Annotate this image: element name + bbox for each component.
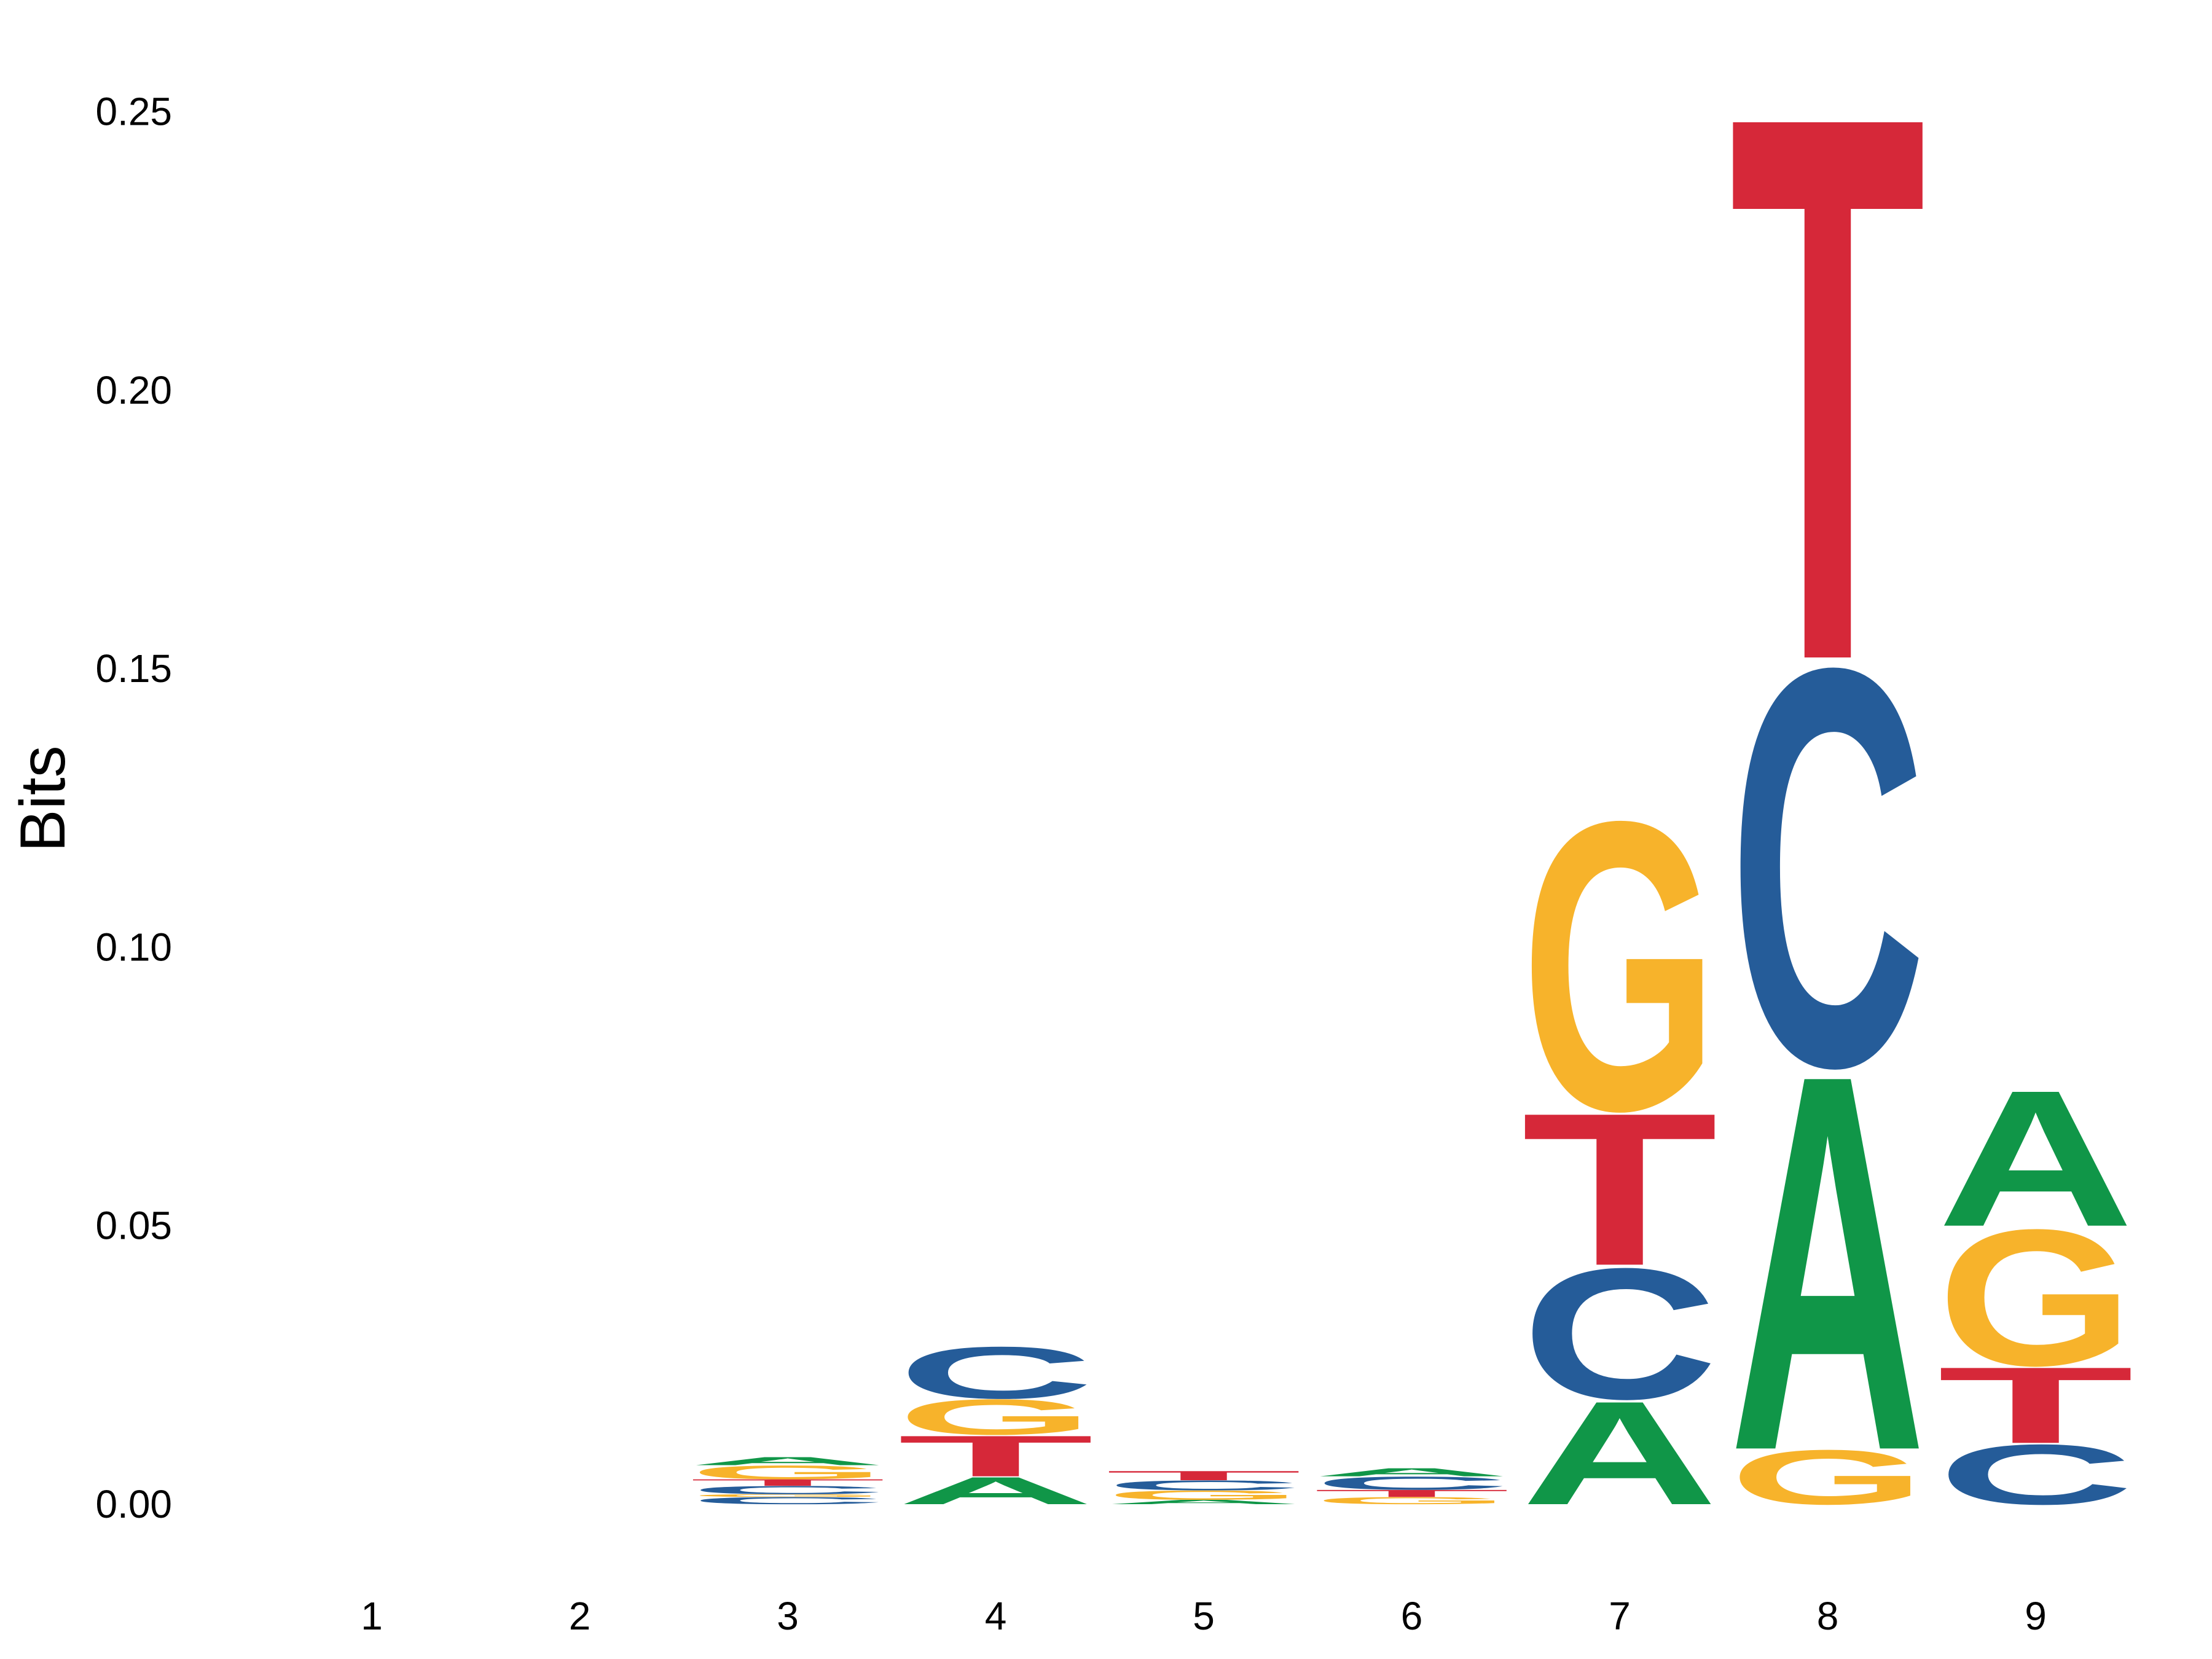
logo-glyph-A: A — [897, 1469, 1094, 1513]
x-tick-label: 9 — [2025, 1594, 2047, 1638]
y-tick-label: 0.10 — [95, 925, 172, 969]
logo-glyph-A: A — [1729, 963, 1926, 1563]
logo-glyph-T: T — [689, 1477, 886, 1488]
x-axis-ticks: 1 2 3 4 5 6 7 8 9 — [361, 1594, 2047, 1638]
logo-glyph-G: G — [1937, 1189, 2134, 1406]
logo-glyph-A: A — [1937, 1049, 2134, 1267]
x-tick-label: 5 — [1193, 1594, 1215, 1638]
logo-glyph-G: G — [898, 1389, 1094, 1445]
logo-glyph-G: G — [1105, 1488, 1302, 1502]
logo-glyph-C: C — [1937, 1427, 2134, 1523]
x-tick-label: 8 — [1817, 1594, 1839, 1638]
logo-glyph-G: G — [689, 1493, 886, 1497]
y-tick-label: 0.25 — [95, 90, 172, 134]
logo-glyph-G: G — [1730, 1434, 1926, 1521]
y-tick-label: 0.00 — [95, 1482, 172, 1526]
logo-glyph-G: G — [1521, 735, 1718, 1196]
logo-glyph-C: C — [1729, 550, 1926, 1185]
x-tick-label: 1 — [361, 1594, 383, 1638]
x-tick-label: 3 — [777, 1594, 799, 1638]
logo-glyph-T: T — [1521, 1067, 1718, 1311]
x-tick-label: 2 — [569, 1594, 591, 1638]
logo-glyph-C: C — [1105, 1478, 1302, 1493]
logo-glyph-A: A — [1521, 1370, 1718, 1535]
y-axis-title: Bits — [7, 745, 79, 852]
logo-glyph-C: C — [689, 1495, 886, 1506]
logo-glyph-A: A — [1105, 1499, 1302, 1505]
y-tick-label: 0.05 — [95, 1204, 172, 1248]
logo-glyph-A: A — [1313, 1466, 1510, 1479]
x-tick-label: 6 — [1401, 1594, 1423, 1638]
logo-glyph-G: G — [1314, 1495, 1510, 1506]
y-tick-label: 0.20 — [95, 368, 172, 412]
logo-glyph-A: A — [689, 1454, 886, 1467]
y-tick-label: 0.15 — [95, 646, 172, 691]
x-tick-label: 7 — [1609, 1594, 1631, 1638]
logo-glyph-G: G — [689, 1462, 886, 1483]
logo-glyph-C: C — [1313, 1473, 1510, 1494]
x-tick-label: 4 — [985, 1594, 1007, 1638]
logo-glyph-C: C — [897, 1332, 1094, 1414]
logo-glyph-T: T — [1730, 0, 1926, 823]
logo-glyph-T: T — [1105, 1469, 1302, 1483]
y-axis-ticks: 0.00 0.05 0.10 0.15 0.20 0.25 — [95, 90, 172, 1526]
logo-glyph-T: T — [898, 1424, 1094, 1489]
logo-glyph-C: C — [1521, 1230, 1718, 1438]
logo-glyph-T: T — [1314, 1488, 1510, 1499]
logo-glyph-C: C — [689, 1484, 886, 1497]
logo-glyph-T: T — [1937, 1344, 2134, 1466]
